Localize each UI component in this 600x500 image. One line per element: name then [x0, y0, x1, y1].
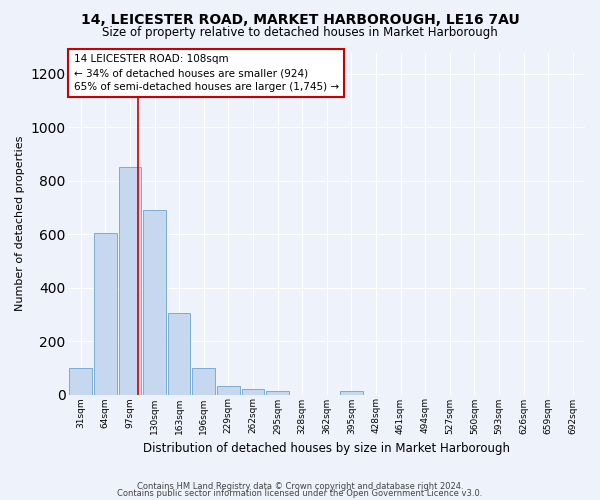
Bar [340, 390, 362, 394]
Bar [168, 313, 190, 394]
Bar [266, 392, 289, 394]
Bar [119, 168, 141, 394]
Bar [143, 210, 166, 394]
Text: 14, LEICESTER ROAD, MARKET HARBOROUGH, LE16 7AU: 14, LEICESTER ROAD, MARKET HARBOROUGH, L… [80, 12, 520, 26]
X-axis label: Distribution of detached houses by size in Market Harborough: Distribution of detached houses by size … [143, 442, 510, 455]
Bar [242, 388, 264, 394]
Text: Size of property relative to detached houses in Market Harborough: Size of property relative to detached ho… [102, 26, 498, 39]
Y-axis label: Number of detached properties: Number of detached properties [15, 136, 25, 311]
Text: Contains HM Land Registry data © Crown copyright and database right 2024.: Contains HM Land Registry data © Crown c… [137, 482, 463, 491]
Bar [70, 368, 92, 394]
Text: 14 LEICESTER ROAD: 108sqm
← 34% of detached houses are smaller (924)
65% of semi: 14 LEICESTER ROAD: 108sqm ← 34% of detac… [74, 54, 339, 92]
Bar [94, 233, 116, 394]
Bar [193, 368, 215, 394]
Text: Contains public sector information licensed under the Open Government Licence v3: Contains public sector information licen… [118, 489, 482, 498]
Bar [217, 386, 239, 394]
